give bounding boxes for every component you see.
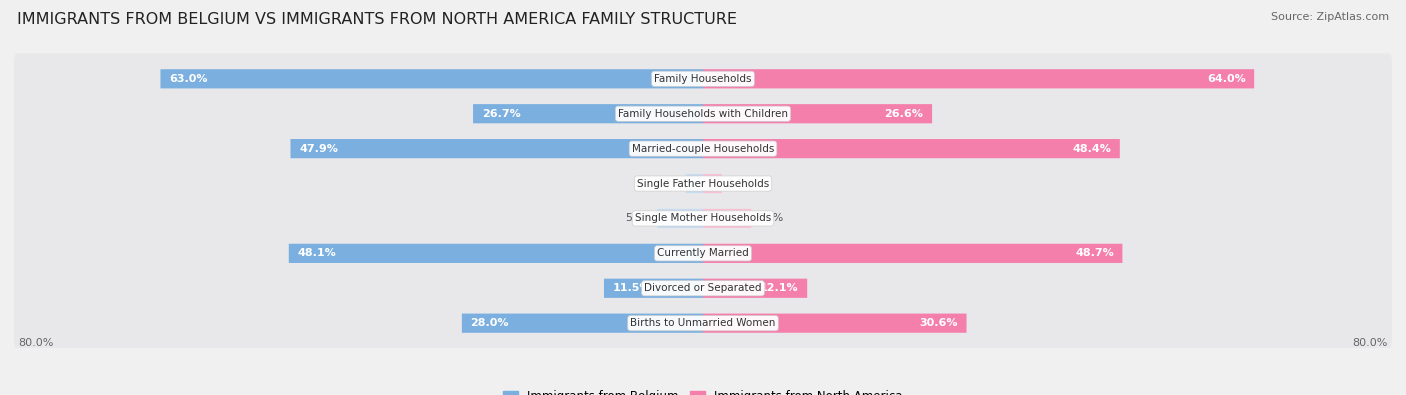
FancyBboxPatch shape <box>14 298 1392 348</box>
Text: 5.3%: 5.3% <box>624 213 652 224</box>
Text: 26.6%: 26.6% <box>884 109 924 119</box>
Text: 11.5%: 11.5% <box>613 283 651 293</box>
FancyBboxPatch shape <box>658 209 703 228</box>
FancyBboxPatch shape <box>14 263 1392 314</box>
Text: 48.7%: 48.7% <box>1076 248 1114 258</box>
FancyBboxPatch shape <box>160 69 703 88</box>
FancyBboxPatch shape <box>703 174 721 193</box>
FancyBboxPatch shape <box>288 244 703 263</box>
Text: Source: ZipAtlas.com: Source: ZipAtlas.com <box>1271 12 1389 22</box>
Text: 26.7%: 26.7% <box>482 109 520 119</box>
FancyBboxPatch shape <box>463 314 703 333</box>
Text: 5.6%: 5.6% <box>755 213 783 224</box>
FancyBboxPatch shape <box>291 139 703 158</box>
Text: Divorced or Separated: Divorced or Separated <box>644 283 762 293</box>
FancyBboxPatch shape <box>472 104 703 123</box>
FancyBboxPatch shape <box>14 88 1392 139</box>
Text: Births to Unmarried Women: Births to Unmarried Women <box>630 318 776 328</box>
Text: 63.0%: 63.0% <box>169 74 208 84</box>
Text: 48.1%: 48.1% <box>298 248 336 258</box>
FancyBboxPatch shape <box>14 123 1392 174</box>
Text: 2.0%: 2.0% <box>654 179 682 188</box>
Text: 47.9%: 47.9% <box>299 144 337 154</box>
FancyBboxPatch shape <box>703 104 932 123</box>
Text: Family Households: Family Households <box>654 74 752 84</box>
Text: 80.0%: 80.0% <box>18 339 53 348</box>
Text: Family Households with Children: Family Households with Children <box>619 109 787 119</box>
Text: Single Mother Households: Single Mother Households <box>636 213 770 224</box>
Text: Currently Married: Currently Married <box>657 248 749 258</box>
Text: 12.1%: 12.1% <box>761 283 799 293</box>
Text: 64.0%: 64.0% <box>1206 74 1246 84</box>
FancyBboxPatch shape <box>703 244 1122 263</box>
FancyBboxPatch shape <box>14 158 1392 209</box>
FancyBboxPatch shape <box>14 228 1392 278</box>
FancyBboxPatch shape <box>703 139 1119 158</box>
Text: 2.2%: 2.2% <box>727 179 755 188</box>
FancyBboxPatch shape <box>686 174 703 193</box>
FancyBboxPatch shape <box>14 53 1392 104</box>
Legend: Immigrants from Belgium, Immigrants from North America: Immigrants from Belgium, Immigrants from… <box>499 385 907 395</box>
Text: Married-couple Households: Married-couple Households <box>631 144 775 154</box>
FancyBboxPatch shape <box>703 69 1254 88</box>
Text: 30.6%: 30.6% <box>920 318 957 328</box>
FancyBboxPatch shape <box>703 209 751 228</box>
Text: Single Father Households: Single Father Households <box>637 179 769 188</box>
Text: IMMIGRANTS FROM BELGIUM VS IMMIGRANTS FROM NORTH AMERICA FAMILY STRUCTURE: IMMIGRANTS FROM BELGIUM VS IMMIGRANTS FR… <box>17 12 737 27</box>
Text: 80.0%: 80.0% <box>1353 339 1388 348</box>
Text: 28.0%: 28.0% <box>471 318 509 328</box>
FancyBboxPatch shape <box>14 193 1392 244</box>
Text: 48.4%: 48.4% <box>1073 144 1111 154</box>
FancyBboxPatch shape <box>703 314 966 333</box>
FancyBboxPatch shape <box>703 278 807 298</box>
FancyBboxPatch shape <box>605 278 703 298</box>
